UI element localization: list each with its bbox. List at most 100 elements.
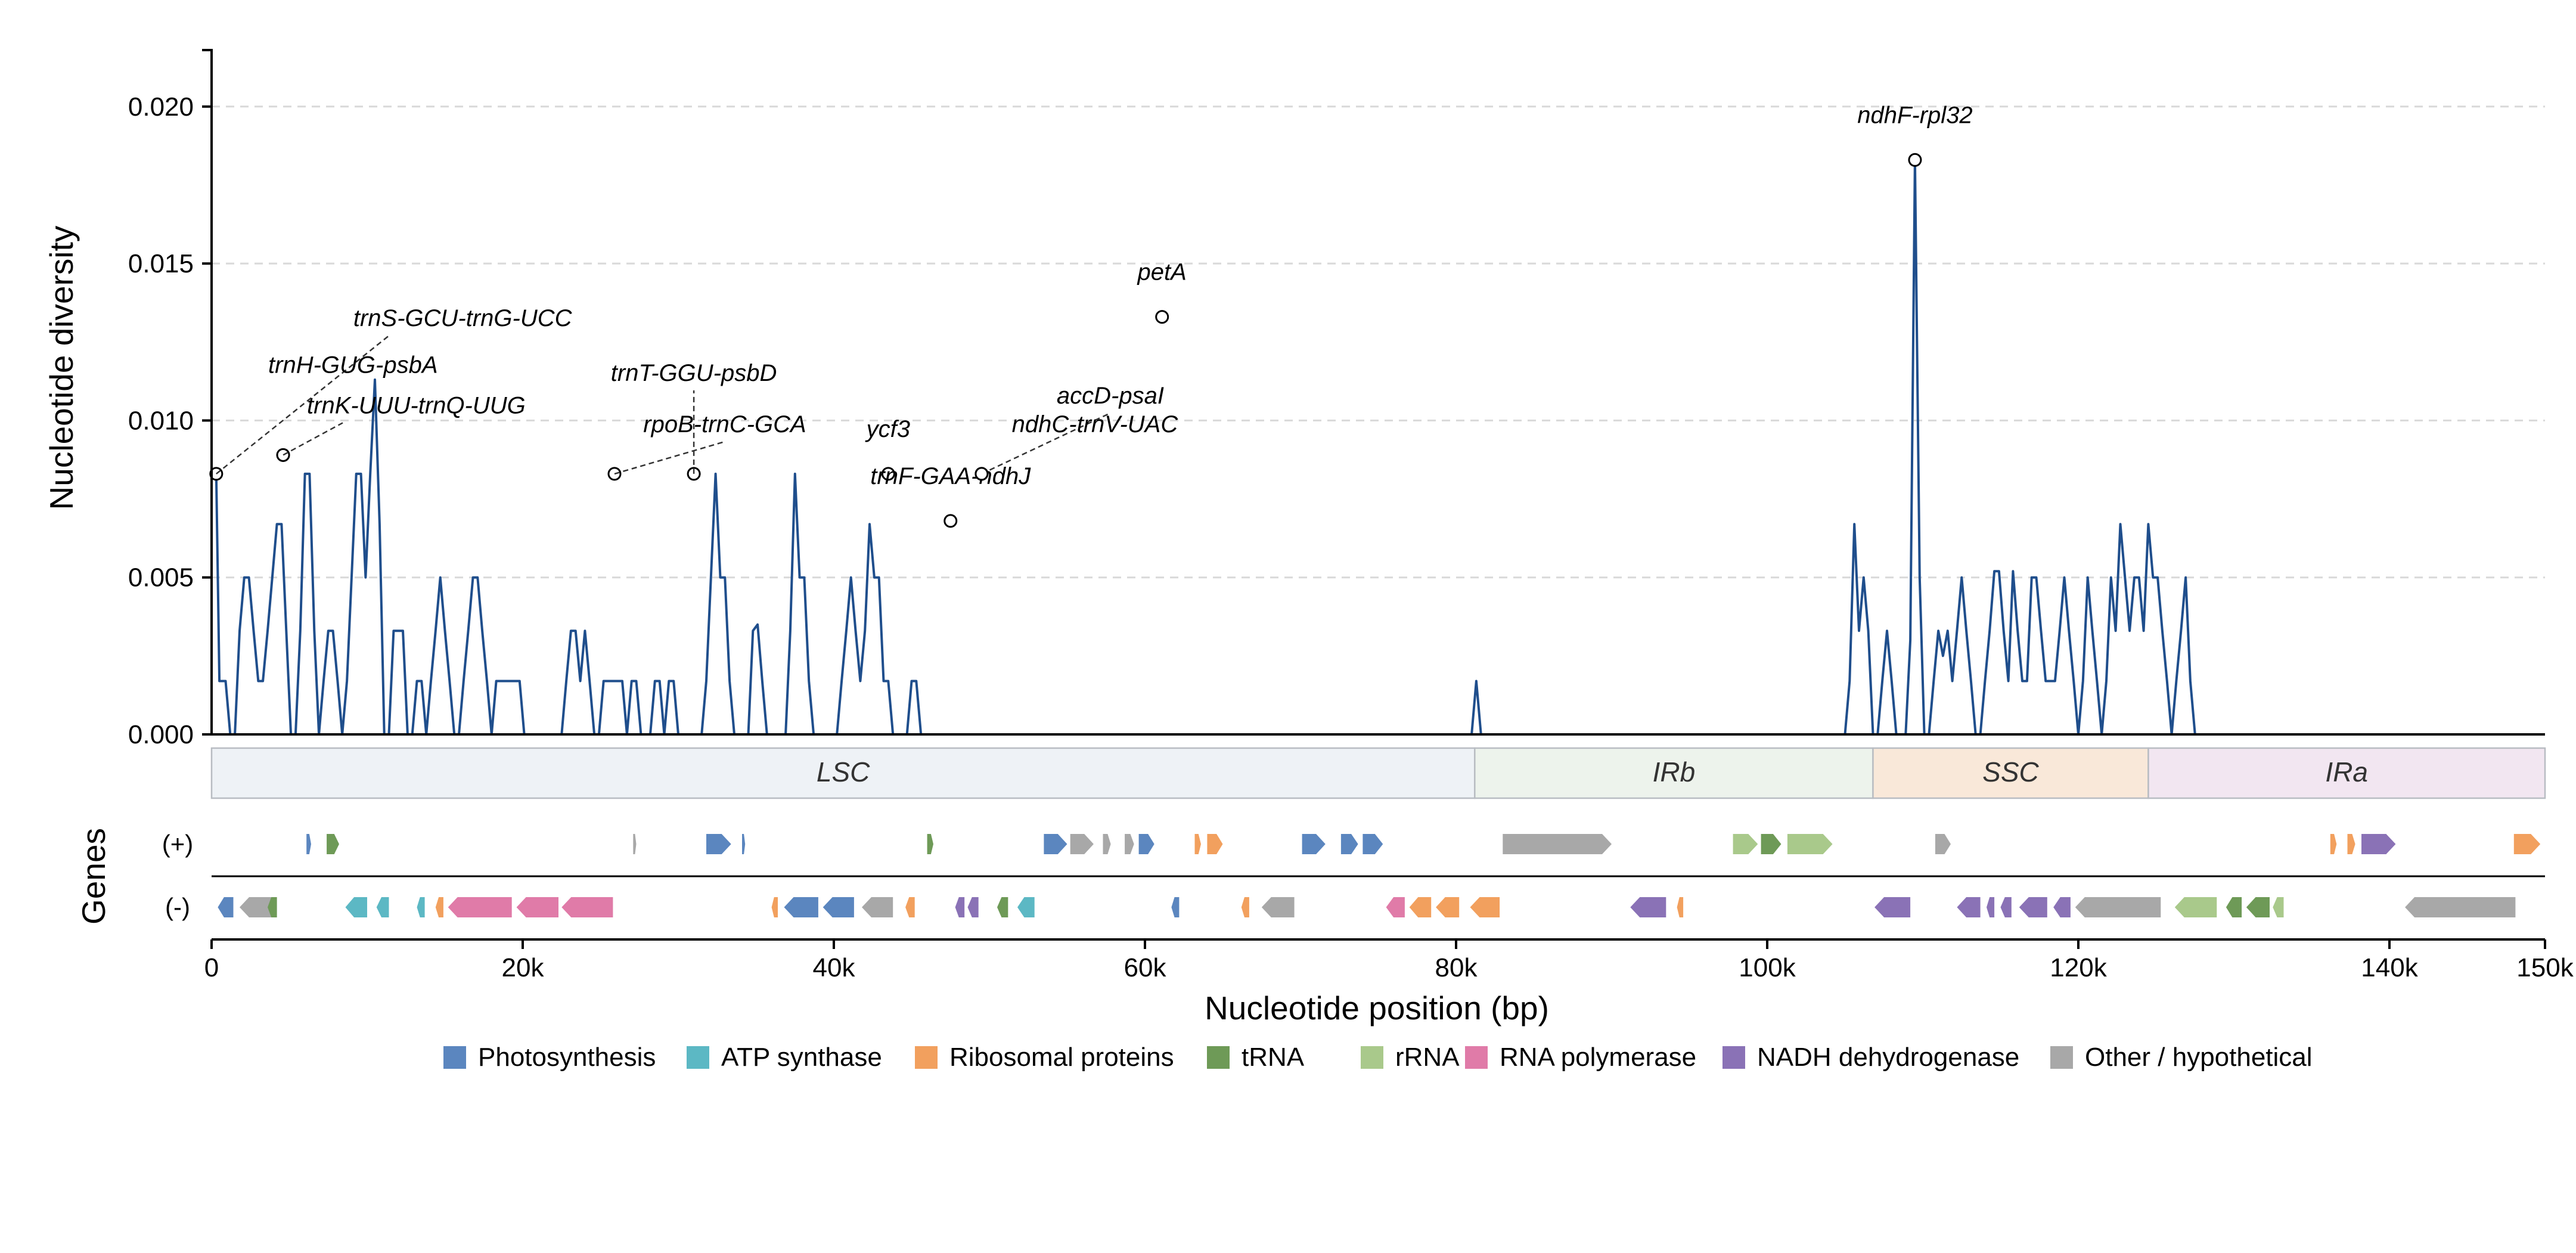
gene-block — [448, 897, 512, 917]
region-label: LSC — [817, 756, 870, 787]
x-tick-label: 60k — [1124, 953, 1167, 982]
x-tick-label: 0 — [204, 953, 219, 982]
gene-block — [927, 834, 933, 854]
strand-plus-label: (+) — [162, 830, 194, 858]
legend-swatch — [1465, 1046, 1488, 1069]
y-tick-label: 0.010 — [128, 406, 194, 435]
gene-block — [2226, 897, 2242, 917]
gene-block — [1987, 897, 1995, 917]
gene-block — [240, 897, 277, 917]
peak-label: rpoB-trnC-GCA — [643, 411, 806, 438]
y-tick-label: 0.015 — [128, 249, 194, 278]
legend-entry: rRNA — [1395, 1043, 1460, 1072]
gene-block — [376, 897, 389, 917]
peak-marker — [1908, 153, 1922, 167]
gene-track-title: Genes — [75, 828, 112, 925]
gene-block — [1409, 897, 1432, 917]
legend-swatch — [1361, 1046, 1383, 1069]
gene-block — [1677, 897, 1684, 917]
peak-label: trnF-GAA-ndhJ — [870, 463, 1031, 489]
peak-label: trnH-GUG-psbA — [268, 352, 438, 378]
gene-block — [2405, 897, 2516, 917]
gene-block — [1207, 834, 1223, 854]
legend: Photosynthesis ATP synthase Ribosomal prot… — [443, 1043, 2313, 1072]
gene-block — [1241, 897, 1249, 917]
gene-block — [2053, 897, 2071, 917]
leader-line — [981, 412, 1111, 475]
gene-block — [345, 897, 367, 917]
y-axis-title: Nucleotide diversity — [43, 225, 80, 510]
gene-block — [1436, 897, 1460, 917]
gene-block — [516, 897, 558, 917]
gene-block — [1302, 834, 1326, 854]
gene-block — [1503, 834, 1612, 854]
gene-block — [997, 897, 1008, 917]
gene-block — [823, 897, 854, 917]
gene-block — [742, 834, 746, 854]
gene-block — [2513, 834, 2541, 854]
gene-block — [2361, 834, 2396, 854]
genome-regions: LSC IRb SSC IRa — [210, 747, 2546, 799]
gene-block — [1733, 834, 1758, 854]
gene-block — [706, 834, 731, 854]
diversity-line-layer — [212, 159, 2196, 736]
legend-swatch — [2050, 1046, 2073, 1069]
gene-block — [561, 897, 613, 917]
legend-entry: Other / hypothetical — [2085, 1043, 2313, 1072]
gene-block — [1630, 897, 1666, 917]
x-tick-label: 150k — [2516, 953, 2574, 982]
gene-block — [1761, 834, 1782, 854]
gene-block — [1103, 834, 1111, 854]
gene-block — [327, 834, 339, 854]
gene-block — [967, 897, 979, 917]
y-grid — [212, 106, 2545, 579]
gene-block — [1935, 834, 1951, 854]
legend-swatch — [687, 1046, 709, 1069]
peak-label: trnS-GCU-trnG-UCC — [353, 305, 573, 331]
gene-block — [862, 897, 893, 917]
gene-block — [2347, 834, 2355, 854]
peak-annotations: trnS-GCU-trnG-UCC trnH-GUG-psbA trnK-UUU-t… — [209, 102, 1973, 528]
gene-block — [1957, 897, 1981, 917]
peak-label: ycf3 — [865, 416, 910, 442]
legend-swatch — [1722, 1046, 1745, 1069]
gene-block — [1171, 897, 1180, 917]
x-tick-label: 20k — [502, 953, 545, 982]
gene-block — [955, 897, 965, 917]
gene-block — [268, 897, 277, 917]
gene-block — [1070, 834, 1094, 854]
gene-block — [1470, 897, 1500, 917]
strand-minus-label: (-) — [165, 893, 190, 921]
legend-swatch — [1207, 1046, 1230, 1069]
legend-entry: RNA polymerase — [1500, 1043, 1696, 1072]
gene-block — [2273, 897, 2284, 917]
gene-block — [1340, 834, 1358, 854]
x-tick-label: 40k — [813, 953, 856, 982]
peak-marker — [944, 514, 958, 528]
gene-block — [435, 897, 443, 917]
x-axis: 0 20k 40k 60k 80k 100k 120k 140k 150k — [204, 939, 2574, 982]
gene-block — [784, 897, 818, 917]
gene-block — [1386, 897, 1405, 917]
peak-marker — [1155, 310, 1169, 324]
y-tick-label: 0.000 — [128, 720, 194, 749]
peak-marker — [881, 467, 895, 481]
region-box — [210, 747, 1476, 799]
gene-track — [212, 834, 2545, 941]
gene-block — [218, 897, 234, 917]
x-tick-label: 140k — [2361, 953, 2418, 982]
legend-swatch — [915, 1046, 938, 1069]
y-tick-label: 0.020 — [128, 92, 194, 122]
legend-entry: NADH dehydrogenase — [1757, 1043, 2019, 1072]
peak-marker — [974, 467, 989, 481]
gene-block — [2075, 897, 2161, 917]
gene-block — [1787, 834, 1833, 854]
legend-entry: Photosynthesis — [478, 1043, 656, 1072]
peak-label: petA — [1137, 259, 1187, 286]
gene-block — [1194, 834, 1201, 854]
axes: 0.000 0.005 0.010 0.015 0.020 — [128, 49, 2545, 749]
gene-block — [771, 897, 778, 917]
legend-entry: Ribosomal proteins — [949, 1043, 1174, 1072]
gene-block — [1017, 897, 1035, 917]
